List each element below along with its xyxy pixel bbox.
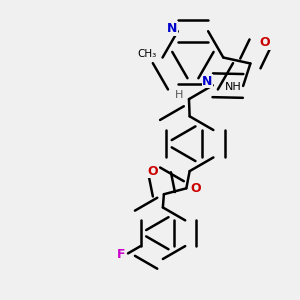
Text: N: N — [202, 75, 213, 88]
Text: NH: NH — [225, 82, 242, 92]
Text: O: O — [147, 165, 158, 178]
Text: F: F — [116, 248, 125, 261]
Text: O: O — [190, 182, 201, 196]
Text: O: O — [260, 37, 270, 50]
Text: H: H — [175, 90, 183, 100]
Text: CH₃: CH₃ — [137, 49, 156, 59]
Text: N: N — [167, 22, 178, 35]
